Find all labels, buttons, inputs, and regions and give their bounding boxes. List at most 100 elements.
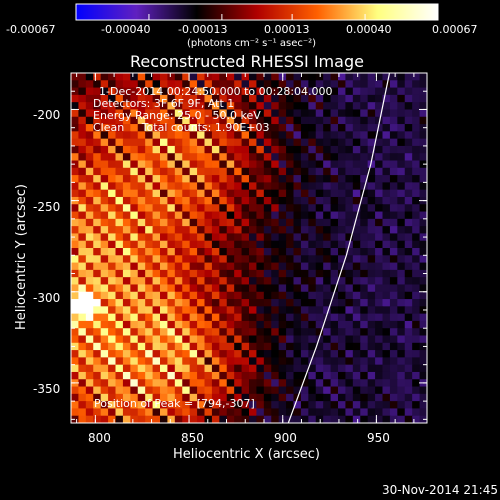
image-pixel — [271, 73, 280, 81]
image-pixel — [93, 233, 102, 242]
image-pixel — [108, 415, 117, 423]
image-pixel — [419, 211, 427, 220]
image-pixel — [152, 313, 161, 322]
image-pixel — [404, 255, 413, 264]
image-pixel — [160, 262, 169, 271]
image-pixel — [130, 160, 139, 169]
image-pixel — [412, 379, 421, 388]
image-pixel — [271, 131, 280, 140]
image-pixel — [263, 313, 272, 322]
image-pixel — [412, 109, 421, 118]
image-pixel — [315, 204, 324, 213]
image-pixel — [152, 109, 161, 118]
image-pixel — [100, 94, 109, 103]
image-pixel — [78, 320, 87, 329]
image-pixel — [300, 73, 309, 81]
image-pixel — [122, 233, 131, 242]
image-pixel — [263, 73, 272, 81]
image-pixel — [375, 262, 384, 271]
image-pixel — [211, 248, 220, 256]
image-pixel — [263, 145, 272, 154]
image-pixel — [189, 393, 198, 402]
image-pixel — [78, 350, 87, 358]
image-pixel — [211, 328, 220, 337]
image-pixel — [122, 160, 131, 169]
image-pixel — [108, 291, 117, 300]
image-pixel — [137, 138, 146, 147]
image-pixel — [256, 116, 265, 125]
image-pixel — [78, 138, 87, 147]
image-pixel — [182, 393, 191, 402]
image-pixel — [382, 248, 391, 256]
image-pixel — [167, 350, 176, 358]
image-pixel — [182, 313, 191, 322]
image-pixel — [256, 342, 265, 351]
image-pixel — [152, 364, 161, 373]
image-pixel — [115, 371, 124, 380]
image-pixel — [263, 328, 272, 337]
image-pixel — [389, 415, 398, 423]
image-pixel — [375, 386, 384, 395]
image-pixel — [234, 226, 243, 235]
image-pixel — [300, 284, 309, 293]
image-pixel — [85, 335, 94, 344]
image-pixel — [211, 401, 220, 410]
image-pixel — [404, 160, 413, 169]
image-pixel — [323, 196, 332, 205]
image-pixel — [219, 196, 228, 205]
image-pixel — [241, 116, 250, 125]
image-pixel — [249, 138, 258, 147]
image-pixel — [108, 182, 117, 191]
image-pixel — [404, 102, 413, 111]
image-pixel — [93, 160, 102, 169]
image-pixel — [397, 415, 406, 423]
image-pixel — [211, 342, 220, 351]
image-pixel — [330, 102, 339, 111]
image-pixel — [71, 138, 80, 147]
image-pixel — [78, 262, 87, 271]
image-pixel — [286, 291, 295, 300]
image-pixel — [204, 94, 213, 103]
image-pixel — [108, 401, 117, 410]
image-pixel — [182, 175, 191, 183]
image-pixel — [182, 87, 191, 96]
image-pixel — [174, 145, 183, 154]
image-pixel — [300, 350, 309, 358]
image-pixel — [419, 226, 427, 235]
image-pixel — [375, 131, 384, 140]
image-pixel — [249, 401, 258, 410]
image-pixel — [300, 175, 309, 183]
image-pixel — [78, 342, 87, 351]
image-pixel — [204, 160, 213, 169]
image-pixel — [263, 102, 272, 111]
image-pixel — [323, 175, 332, 183]
image-pixel — [389, 211, 398, 220]
image-pixel — [345, 262, 354, 271]
image-pixel — [263, 248, 272, 256]
image-pixel — [330, 415, 339, 423]
image-pixel — [367, 182, 376, 191]
image-pixel — [234, 102, 243, 111]
image-pixel — [412, 371, 421, 380]
image-pixel — [389, 255, 398, 264]
image-pixel — [389, 335, 398, 344]
image-pixel — [182, 269, 191, 278]
image-pixel — [367, 306, 376, 315]
image-pixel — [419, 109, 427, 118]
image-pixel — [167, 320, 176, 329]
image-pixel — [219, 320, 228, 329]
image-pixel — [263, 379, 272, 388]
image-pixel — [249, 262, 258, 271]
image-pixel — [219, 401, 228, 410]
image-pixel — [367, 415, 376, 423]
image-pixel — [249, 269, 258, 278]
image-pixel — [189, 342, 198, 351]
footer-timestamp: 30-Nov-2014 21:45 — [382, 483, 498, 497]
image-pixel — [78, 175, 87, 183]
image-pixel — [182, 167, 191, 176]
image-pixel — [360, 240, 369, 249]
image-pixel — [211, 306, 220, 315]
image-pixel — [300, 248, 309, 256]
image-pixel — [330, 73, 339, 81]
image-pixel — [375, 196, 384, 205]
